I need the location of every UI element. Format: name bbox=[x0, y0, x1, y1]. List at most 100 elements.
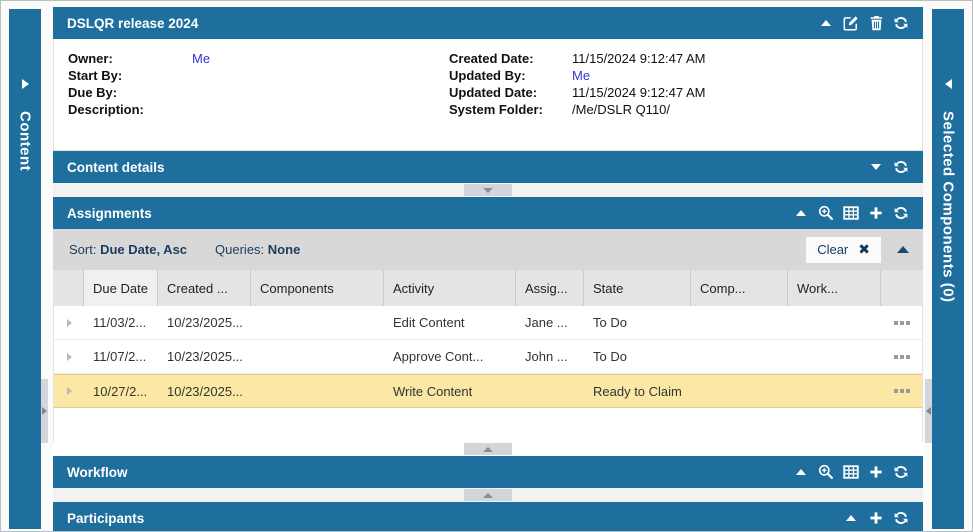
horizontal-splitter bbox=[53, 442, 923, 456]
add-button[interactable] bbox=[868, 510, 884, 526]
main-content: DSLQR release 2024 Owner: Me Start By: bbox=[53, 7, 923, 531]
refresh-button[interactable] bbox=[893, 510, 909, 526]
table-row[interactable]: 11/03/2... 10/23/2025... Edit Content Ja… bbox=[54, 306, 922, 340]
chevron-up-icon bbox=[796, 469, 806, 475]
chevron-down-icon bbox=[871, 164, 881, 170]
chevron-up-icon bbox=[821, 20, 831, 26]
clear-sort-button[interactable]: Clear ✖ bbox=[806, 236, 881, 263]
assignments-title: Assignments bbox=[67, 205, 152, 221]
queries-label: Queries: bbox=[215, 242, 265, 257]
content-details-header[interactable]: Content details bbox=[53, 151, 923, 183]
refresh-button[interactable] bbox=[893, 159, 909, 175]
clear-button-label: Clear bbox=[817, 242, 849, 257]
collapse-up-icon bbox=[483, 446, 493, 452]
participants-header: Participants bbox=[53, 502, 923, 531]
trash-icon bbox=[870, 16, 882, 31]
updated-by-label: Updated By: bbox=[449, 68, 526, 83]
assignments-table-header: Due Date Created ... Components Activity… bbox=[54, 270, 922, 306]
collapse-panel-button[interactable] bbox=[793, 205, 809, 221]
system-folder-value: /Me/DSLR Q110/ bbox=[572, 102, 671, 117]
sidebar-tab-content[interactable]: Content bbox=[9, 9, 41, 529]
ellipsis-menu-icon bbox=[890, 354, 922, 359]
row-expander[interactable] bbox=[54, 387, 84, 395]
release-metadata: Owner: Me Start By: Due By: Description:… bbox=[53, 39, 923, 151]
refresh-button[interactable] bbox=[893, 15, 909, 31]
chevron-up-icon bbox=[846, 515, 856, 521]
collapse-panel-button[interactable] bbox=[793, 464, 809, 480]
chevron-up-icon bbox=[796, 210, 806, 216]
edit-button[interactable] bbox=[843, 15, 859, 31]
cell-due-date: 11/07/2... bbox=[93, 349, 147, 364]
column-header-actions bbox=[881, 270, 922, 306]
table-row[interactable]: 11/07/2... 10/23/2025... Approve Cont...… bbox=[54, 340, 922, 374]
due-by-label: Due By: bbox=[68, 85, 118, 100]
created-date-label: Created Date: bbox=[449, 51, 534, 66]
column-header-completed[interactable]: Comp... bbox=[691, 270, 788, 306]
search-button[interactable] bbox=[818, 464, 834, 480]
splitter-handle[interactable] bbox=[464, 489, 512, 501]
column-header-workflow[interactable]: Work... bbox=[788, 270, 881, 306]
column-header-activity[interactable]: Activity bbox=[384, 270, 516, 306]
expand-right-icon bbox=[21, 79, 29, 89]
delete-button[interactable] bbox=[868, 15, 884, 31]
plus-icon bbox=[870, 466, 882, 478]
grid-view-button[interactable] bbox=[843, 205, 859, 221]
splitter-handle[interactable] bbox=[464, 184, 512, 196]
table-row-selected[interactable]: 10/27/2... 10/23/2025... Write Content R… bbox=[54, 374, 922, 408]
expand-right-icon bbox=[66, 387, 72, 395]
due-by-value bbox=[192, 85, 449, 102]
cell-due-date: 11/03/2... bbox=[93, 315, 147, 330]
cell-activity: Approve Cont... bbox=[393, 349, 484, 364]
collapse-panel-button[interactable] bbox=[843, 510, 859, 526]
cell-assignee: John ... bbox=[525, 349, 568, 364]
description-value bbox=[192, 102, 449, 119]
right-panel-splitter[interactable] bbox=[925, 379, 932, 443]
cell-due-date: 10/27/2... bbox=[93, 383, 148, 399]
start-by-value bbox=[192, 68, 449, 85]
column-header-due-date[interactable]: Due Date bbox=[84, 270, 158, 306]
owner-label: Owner: bbox=[68, 51, 113, 66]
updated-by-value-link[interactable]: Me bbox=[572, 68, 591, 83]
add-button[interactable] bbox=[868, 464, 884, 480]
row-expander[interactable] bbox=[54, 352, 84, 361]
search-button[interactable] bbox=[818, 205, 834, 221]
sidebar-tab-selected-components[interactable]: Selected Components (0) bbox=[932, 9, 964, 529]
updated-date-value: 11/15/2024 9:12:47 AM bbox=[572, 85, 706, 100]
row-expander[interactable] bbox=[54, 318, 84, 327]
content-details-title: Content details bbox=[67, 159, 165, 175]
refresh-button[interactable] bbox=[893, 464, 909, 480]
row-actions-button[interactable] bbox=[881, 354, 922, 359]
grid-view-button[interactable] bbox=[843, 464, 859, 480]
edit-pencil-icon bbox=[843, 16, 858, 31]
queries-value: None bbox=[267, 242, 301, 257]
workflow-title: Workflow bbox=[67, 464, 128, 480]
row-actions-button[interactable] bbox=[881, 389, 922, 393]
cell-activity: Edit Content bbox=[393, 315, 465, 330]
workflow-header: Workflow bbox=[53, 456, 923, 488]
expand-panel-button[interactable] bbox=[868, 159, 884, 175]
expand-left-icon bbox=[926, 407, 931, 415]
refresh-button[interactable] bbox=[893, 205, 909, 221]
description-label: Description: bbox=[68, 102, 144, 117]
owner-value-link[interactable]: Me bbox=[192, 51, 211, 66]
refresh-icon bbox=[894, 16, 908, 30]
column-header-state[interactable]: State bbox=[584, 270, 691, 306]
column-header-assignee[interactable]: Assig... bbox=[516, 270, 584, 306]
column-header-created[interactable]: Created ... bbox=[158, 270, 251, 306]
collapse-panel-button[interactable] bbox=[818, 15, 834, 31]
row-actions-button[interactable] bbox=[881, 320, 922, 325]
zoom-in-icon bbox=[818, 464, 833, 479]
splitter-handle[interactable] bbox=[464, 443, 512, 455]
cell-created: 10/23/2025... bbox=[167, 315, 243, 330]
collapse-sort-bar-button[interactable] bbox=[897, 246, 909, 253]
column-header-expand bbox=[54, 270, 84, 306]
plus-icon bbox=[870, 512, 882, 524]
assignments-header: Assignments bbox=[53, 197, 923, 229]
column-header-components[interactable]: Components bbox=[251, 270, 384, 306]
left-panel-splitter[interactable] bbox=[41, 379, 48, 443]
add-button[interactable] bbox=[868, 205, 884, 221]
horizontal-splitter bbox=[53, 488, 923, 502]
table-empty-area bbox=[54, 408, 922, 442]
cell-created: 10/23/2025... bbox=[167, 383, 243, 399]
